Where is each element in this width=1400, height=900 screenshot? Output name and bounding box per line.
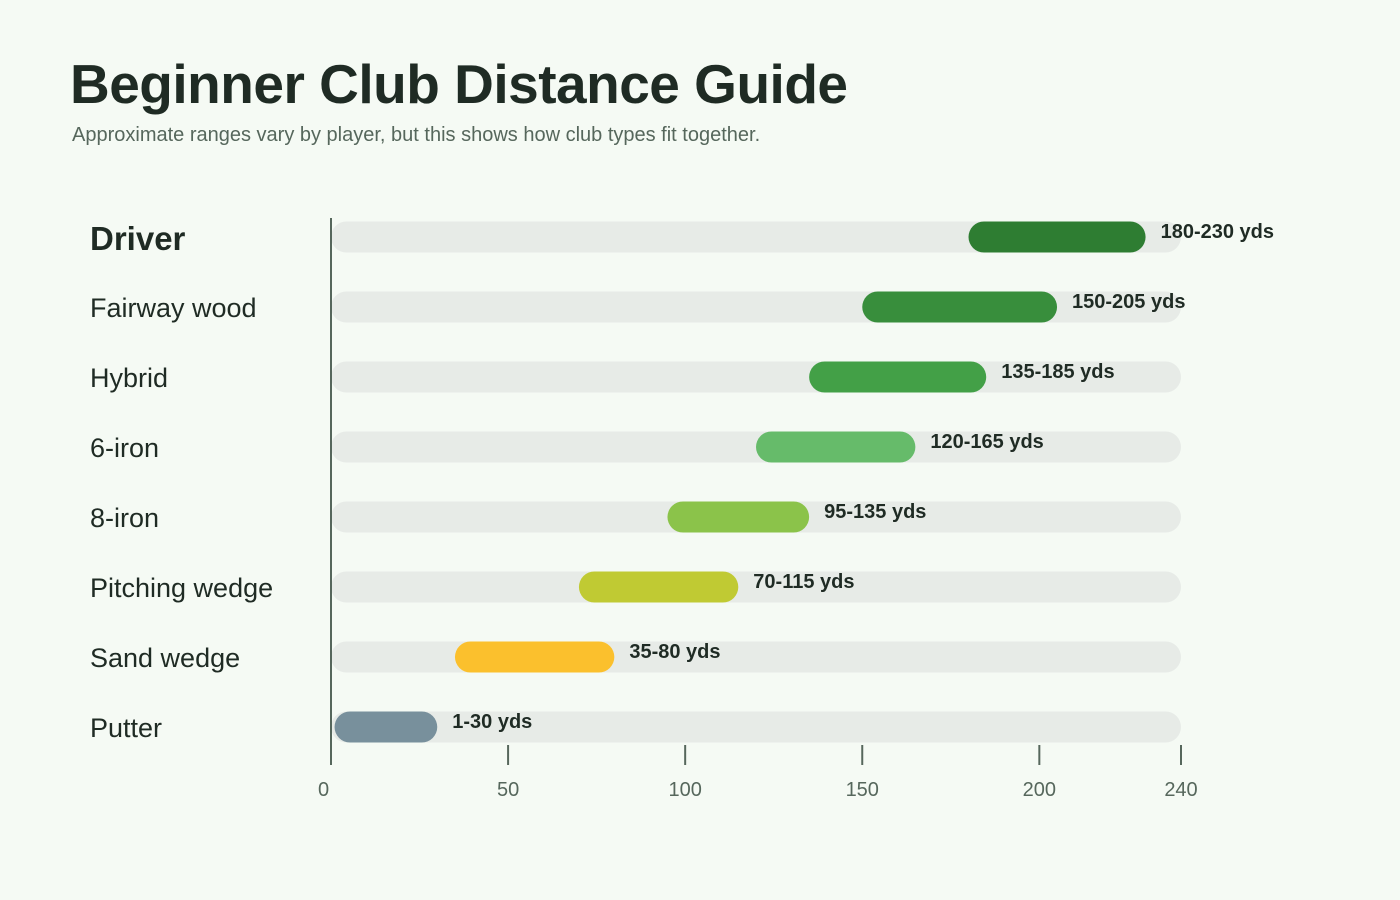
range-bar-fairway-wood [862,291,1058,323]
x-tick-label-50: 50 [497,779,519,801]
data-label-sand-wedge: 35-80 yds [629,641,720,663]
range-bar-putter [334,711,438,743]
category-label-driver: Driver [90,220,186,257]
x-tick-label-0: 0 [318,779,329,801]
x-tick-label-100: 100 [668,779,701,801]
track-driver [331,221,1181,253]
data-label-8-iron: 95-135 yds [824,501,926,523]
track-putter [331,711,1181,743]
data-label-6-iron: 120-165 yds [930,431,1043,453]
category-label-sand-wedge: Sand wedge [90,643,240,673]
range-bar-6-iron [756,431,916,463]
category-label-fairway-wood: Fairway wood [90,293,257,323]
chart-title: Beginner Club Distance Guide [70,53,848,115]
x-tick-label-200: 200 [1023,779,1056,801]
category-label-hybrid: Hybrid [90,363,168,393]
data-label-pitching-wedge: 70-115 yds [753,571,854,593]
range-bar-pitching-wedge [578,571,739,603]
category-label-8-iron: 8-iron [90,503,159,533]
track-pitching-wedge [331,571,1181,603]
category-label-6-iron: 6-iron [90,433,159,463]
chart-subtitle: Approximate ranges vary by player, but t… [72,124,761,146]
range-bar-sand-wedge [454,641,615,673]
data-label-driver: 180-230 yds [1161,221,1274,243]
data-label-fairway-wood: 150-205 yds [1072,291,1185,313]
category-label-pitching-wedge: Pitching wedge [90,573,273,603]
x-tick-label-150: 150 [846,779,879,801]
data-label-putter: 1-30 yds [452,711,532,733]
range-bar-hybrid [809,361,987,393]
range-bar-8-iron [667,501,810,533]
category-label-putter: Putter [90,713,162,743]
x-tick-label-240: 240 [1164,779,1197,801]
range-bar-driver [968,221,1146,253]
data-label-hybrid: 135-185 yds [1001,361,1114,383]
